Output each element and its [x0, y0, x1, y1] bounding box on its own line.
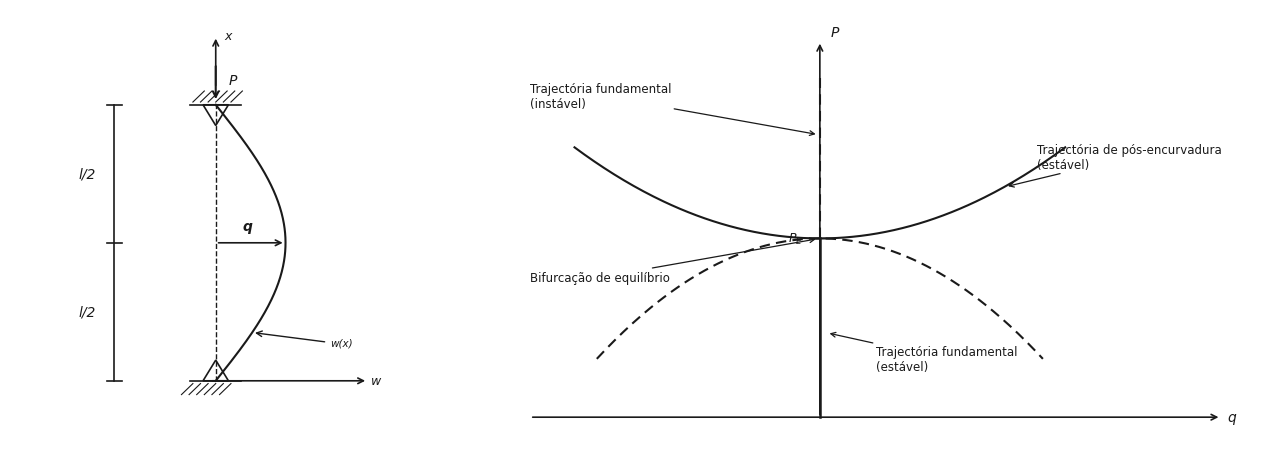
Text: Trajectória fundamental
(estável): Trajectória fundamental (estável) [831, 333, 1018, 373]
Text: w: w [371, 375, 381, 387]
Text: q: q [242, 220, 253, 234]
Text: Trajectória de pós-encurvadura
(estável): Trajectória de pós-encurvadura (estável) [1009, 144, 1222, 188]
Text: Trajectória fundamental
(instável): Trajectória fundamental (instável) [530, 83, 815, 136]
Text: P: P [831, 26, 839, 40]
Text: q: q [1227, 410, 1236, 424]
Text: w(x): w(x) [330, 337, 353, 347]
Text: x: x [225, 30, 232, 43]
Text: $\mathit{P_E}$: $\mathit{P_E}$ [788, 231, 803, 246]
Text: l/2: l/2 [79, 305, 96, 319]
Text: P: P [228, 74, 237, 88]
Text: l/2: l/2 [79, 168, 96, 181]
Text: Bifurcação de equilíbrio: Bifurcação de equilíbrio [530, 238, 815, 284]
